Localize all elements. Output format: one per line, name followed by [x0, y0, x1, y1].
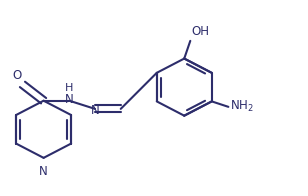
Text: OH: OH [192, 25, 210, 38]
Text: NH$_2$: NH$_2$ [230, 99, 254, 114]
Text: N: N [91, 104, 99, 117]
Text: N: N [39, 165, 48, 178]
Text: N: N [65, 93, 74, 106]
Text: O: O [12, 69, 22, 82]
Text: H: H [65, 83, 74, 93]
